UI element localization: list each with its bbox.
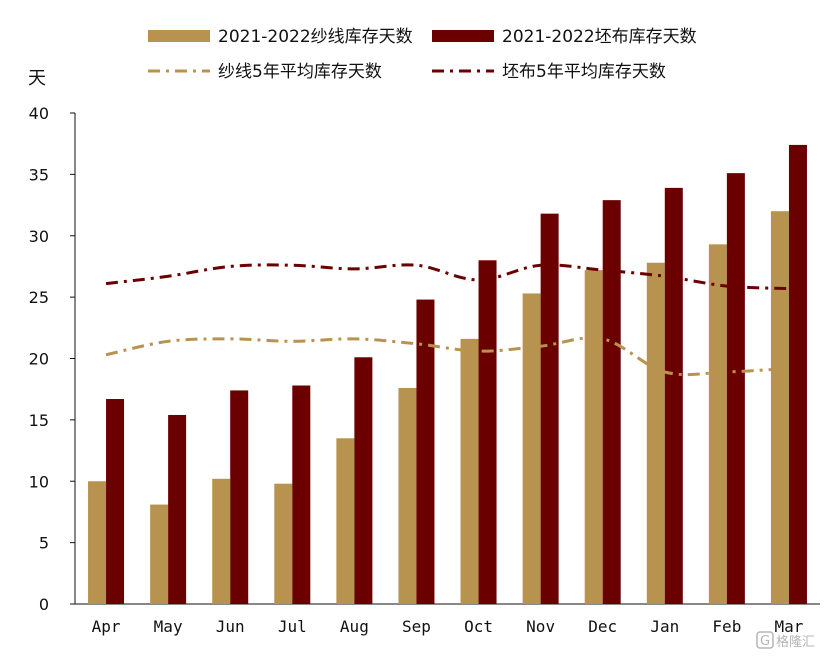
bar-yarn-inventory-apr xyxy=(88,481,107,604)
x-tick-label-dec: Dec xyxy=(588,617,617,636)
bar-yarn-inventory-jun xyxy=(212,478,231,604)
bar-fabric-inventory-jan xyxy=(664,187,683,604)
bar-fabric-inventory-sep xyxy=(416,299,435,604)
bar-fabric-inventory-jul xyxy=(292,385,311,604)
bar-yarn-inventory-oct xyxy=(460,338,479,604)
bar-fabric-inventory-feb xyxy=(726,173,745,604)
watermark: G 格隆汇 xyxy=(756,631,815,650)
x-tick-labels: Apr May Jun Jul Aug Sep Oct Nov Dec Jan Feb Mar xyxy=(92,617,804,636)
x-tick-label-mar: Mar xyxy=(775,617,804,636)
y-tick-label: 15 xyxy=(29,411,49,430)
bar-yarn-inventory-jul xyxy=(274,483,293,604)
legend-swatch-fabric-inventory xyxy=(432,30,494,42)
x-tick-label-jul: Jul xyxy=(278,617,307,636)
y-ticks: 0 5 10 15 20 25 30 35 40 xyxy=(29,104,75,614)
x-tick-label-may: May xyxy=(154,617,183,636)
legend: 2021-2022纱线库存天数 2021-2022坯布库存天数 纱线5年平均库存… xyxy=(148,27,697,82)
x-tick-label-aug: Aug xyxy=(340,617,369,636)
y-tick-label: 35 xyxy=(29,165,49,184)
x-tick-label-jun: Jun xyxy=(216,617,245,636)
y-tick-label: 40 xyxy=(29,104,49,123)
bar-fabric-inventory-aug xyxy=(354,357,373,604)
bars xyxy=(88,144,807,605)
bar-yarn-inventory-sep xyxy=(398,387,417,604)
legend-label-fabric-inventory: 2021-2022坯布库存天数 xyxy=(502,27,697,47)
watermark-text: 格隆汇 xyxy=(776,634,815,650)
y-axis-unit-label: 天 xyxy=(28,68,46,89)
avg-lines xyxy=(105,263,790,377)
legend-label-yarn-inventory: 2021-2022纱线库存天数 xyxy=(218,27,413,47)
x-tick-label-nov: Nov xyxy=(526,617,555,636)
legend-swatch-yarn-inventory xyxy=(148,30,210,42)
bar-yarn-inventory-aug xyxy=(336,438,355,604)
bar-yarn-inventory-dec xyxy=(584,270,603,604)
legend-label-fabric-5yr-avg: 坯布5年平均库存天数 xyxy=(502,62,666,82)
bar-fabric-inventory-nov xyxy=(540,213,559,604)
bar-yarn-inventory-jan xyxy=(646,262,665,604)
y-tick-label: 30 xyxy=(29,227,49,246)
line-fabric-5yr-avg xyxy=(105,263,790,291)
bar-yarn-inventory-nov xyxy=(522,293,541,604)
x-tick-label-apr: Apr xyxy=(92,617,121,636)
y-tick-label: 5 xyxy=(39,534,49,553)
legend-label-yarn-5yr-avg: 纱线5年平均库存天数 xyxy=(218,62,382,82)
bar-fabric-inventory-dec xyxy=(602,200,621,604)
gelonghui-logo-icon: G xyxy=(756,631,774,649)
bar-fabric-inventory-jun xyxy=(230,390,249,604)
y-tick-label: 0 xyxy=(39,595,49,614)
y-tick-label: 20 xyxy=(29,350,49,369)
y-tick-label: 10 xyxy=(29,472,49,491)
line-yarn-5yr-avg xyxy=(105,336,790,377)
bar-yarn-inventory-may xyxy=(150,504,169,604)
axes xyxy=(74,113,820,605)
bar-yarn-inventory-mar xyxy=(770,211,789,604)
bar-fabric-inventory-may xyxy=(168,414,187,604)
bar-fabric-inventory-oct xyxy=(478,260,497,604)
bar-fabric-inventory-apr xyxy=(106,399,125,604)
x-tick-label-jan: Jan xyxy=(650,617,679,636)
svg-text:G: G xyxy=(760,634,770,649)
x-tick-label-oct: Oct xyxy=(464,617,493,636)
x-tick-label-feb: Feb xyxy=(712,617,741,636)
bar-yarn-inventory-feb xyxy=(708,244,727,604)
y-tick-label: 25 xyxy=(29,288,49,307)
x-tick-label-sep: Sep xyxy=(402,617,431,636)
bar-fabric-inventory-mar xyxy=(788,144,807,605)
